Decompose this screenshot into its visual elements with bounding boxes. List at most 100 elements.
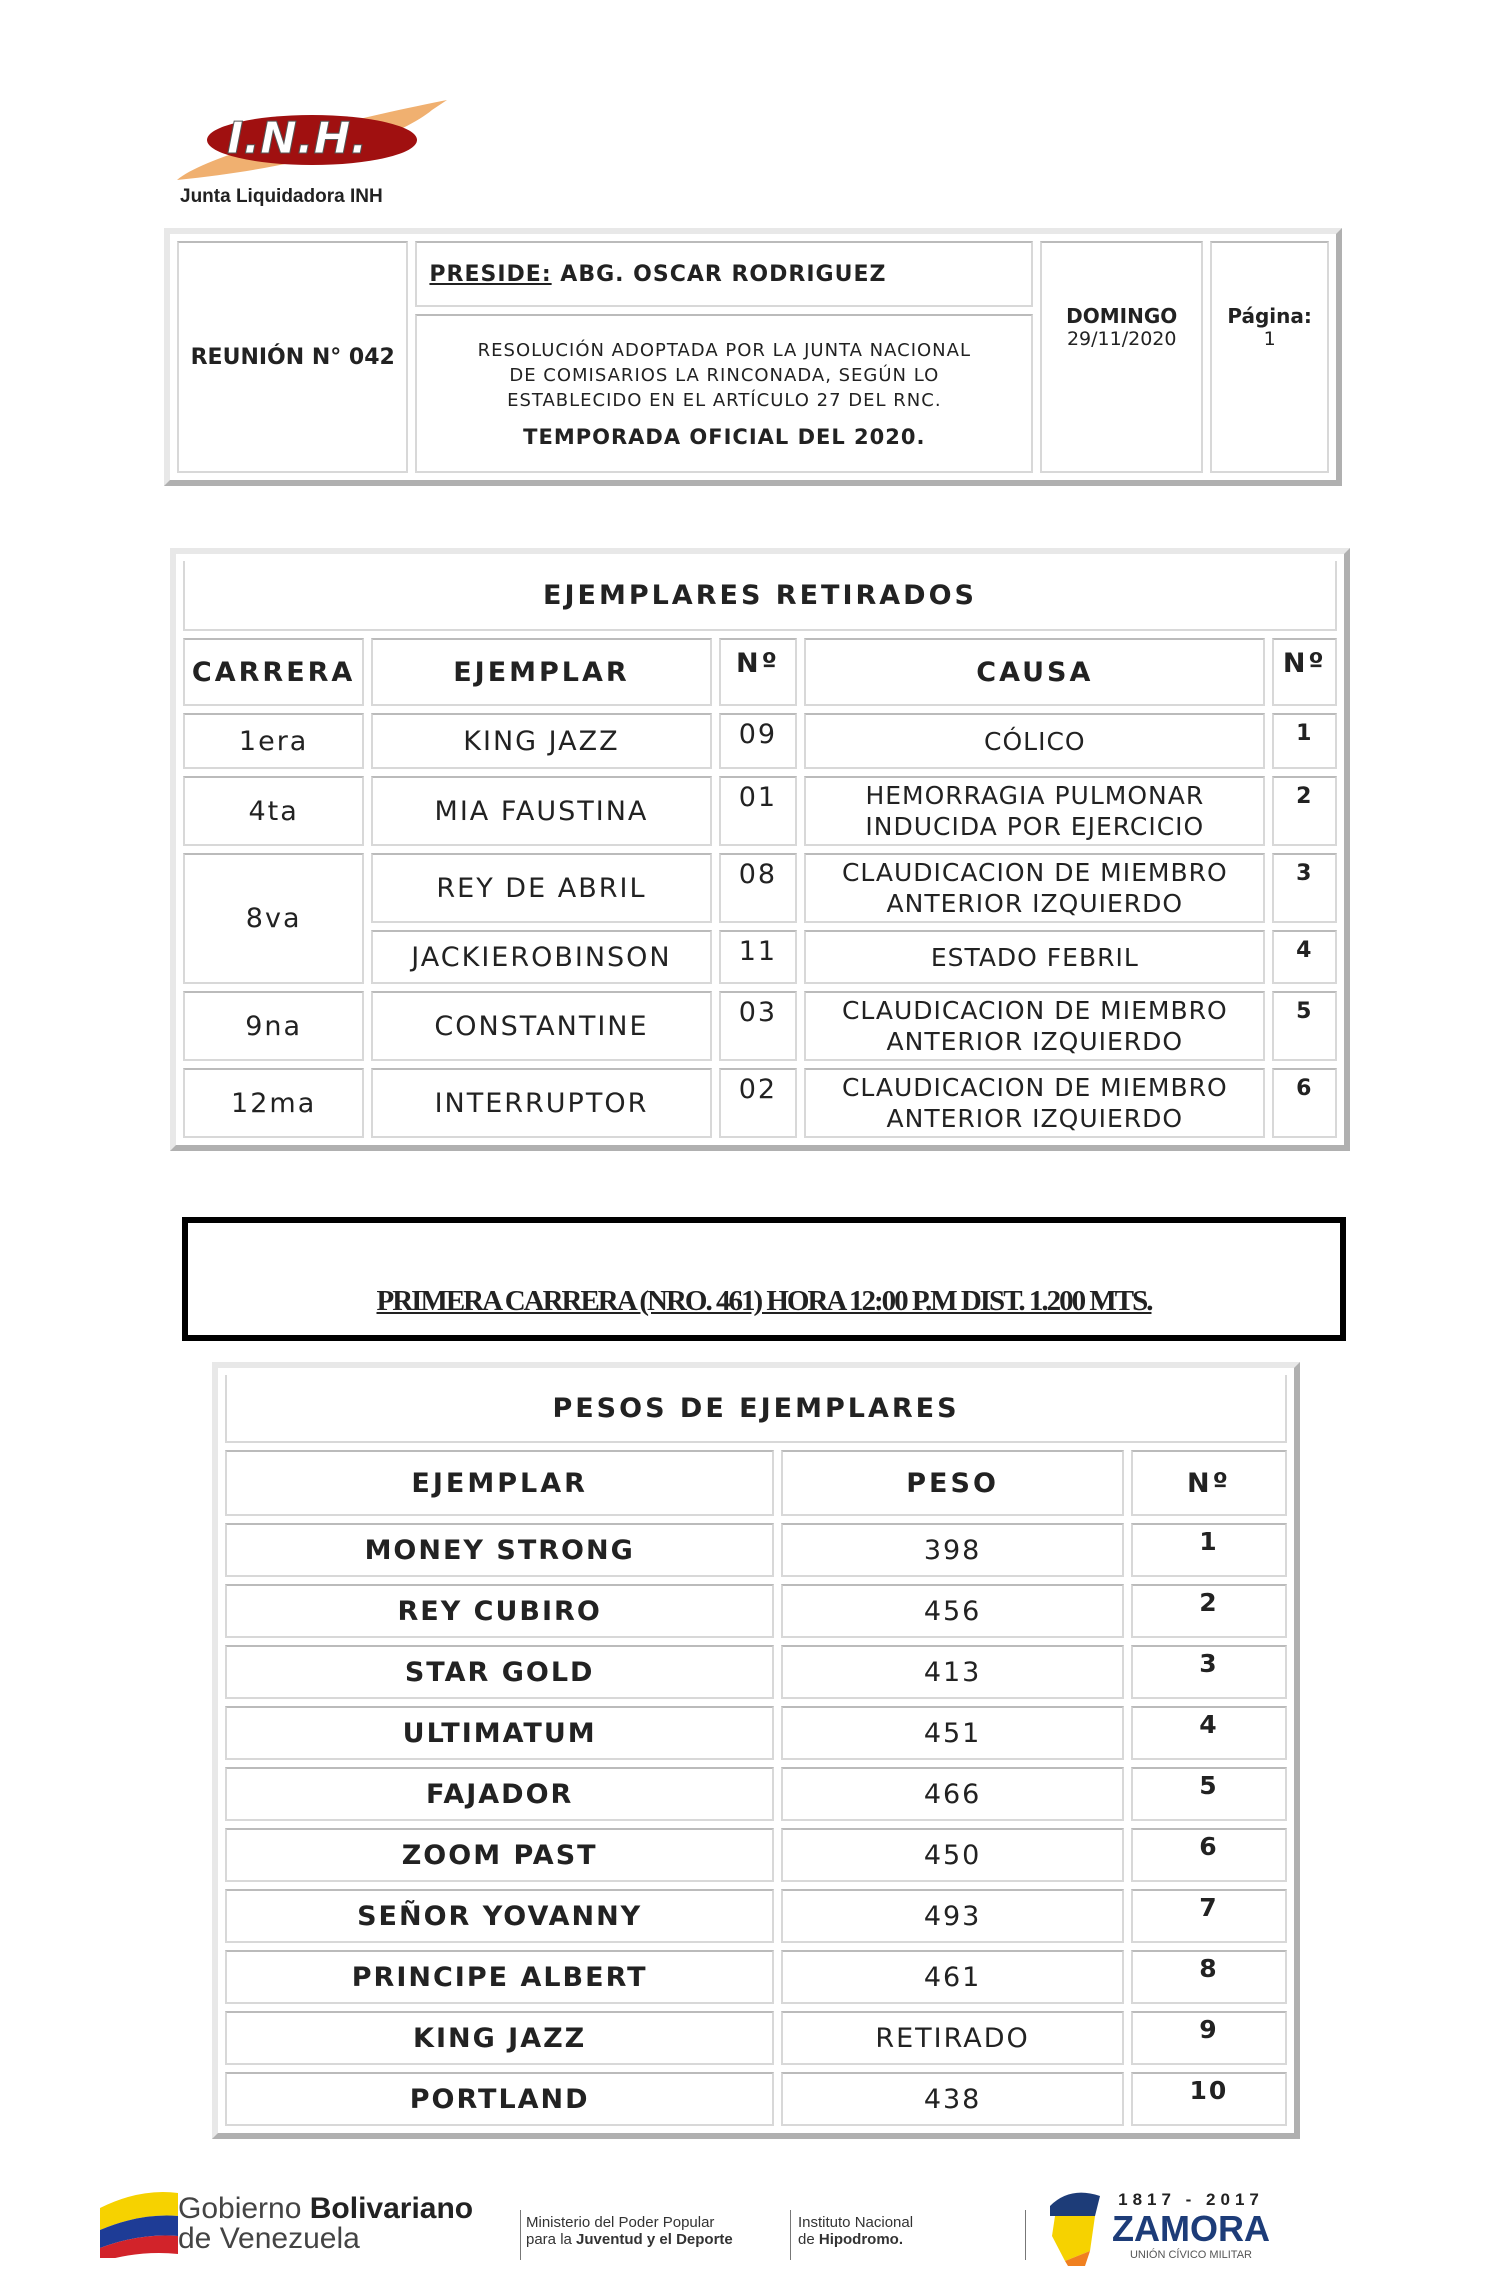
divider bbox=[520, 2210, 521, 2260]
org-name: Junta Liquidadora INH bbox=[180, 186, 383, 207]
day: DOMINGO bbox=[1066, 304, 1178, 328]
weights-title: PESOS DE EJEMPLARES bbox=[225, 1375, 1287, 1443]
zamora-text: ZAMORA bbox=[1112, 2208, 1270, 2249]
retired-title: EJEMPLARES RETIRADOS bbox=[183, 561, 1337, 631]
cause-cell: CLAUDICACION DE MIEMBRO ANTERIOR IZQUIERD… bbox=[804, 853, 1266, 923]
retired-row: 1era KING JAZZ 09 CÓLICO 1 bbox=[183, 713, 1337, 769]
weight-row: MONEY STRONG 398 1 bbox=[225, 1523, 1287, 1577]
horse-cell: CONSTANTINE bbox=[371, 991, 712, 1061]
horse-cell: PRINCIPE ALBERT bbox=[225, 1950, 775, 2004]
inst-text: Instituto Nacional bbox=[798, 2214, 914, 2231]
race-title-box: PRIMERA CARRERA (NRO. 461) HORA 12:00 P.… bbox=[182, 1217, 1346, 1341]
cause-line: INDUCIDA POR EJERCICIO bbox=[865, 812, 1205, 841]
cause-line: HEMORRAGIA PULMONAR bbox=[865, 781, 1205, 810]
season: TEMPORADA OFICIAL DEL 2020. bbox=[523, 424, 926, 449]
weight-row: FAJADOR 466 5 bbox=[225, 1767, 1287, 1821]
horse-cell: REY CUBIRO bbox=[225, 1584, 775, 1638]
index-cell: 3 bbox=[1272, 853, 1337, 923]
horse-cell: REY DE ABRIL bbox=[371, 853, 712, 923]
retired-row: 8va REY DE ABRIL 08 CLAUDICACION DE MIEMBRO… bbox=[183, 853, 1337, 984]
retired-table: EJEMPLARES RETIRADOS CARRERA EJEMPLAR Nº… bbox=[170, 548, 1350, 1151]
cause-line: ESTADO FEBRIL bbox=[930, 942, 1139, 972]
col-index: Nº bbox=[1272, 638, 1337, 706]
resolution: RESOLUCIÓN ADOPTADA POR LA JUNTA NACIONA… bbox=[415, 314, 1034, 473]
weight-row: PRINCIPE ALBERT 461 8 bbox=[225, 1950, 1287, 2004]
resolution-line: ESTABLECIDO EN EL ARTÍCULO 27 DEL RNC. bbox=[507, 389, 942, 411]
horse-cell: KING JAZZ bbox=[225, 2011, 775, 2065]
weight-cell: 461 bbox=[781, 1950, 1124, 2004]
preside-name: ABG. OSCAR RODRIGUEZ bbox=[551, 261, 887, 287]
horse-cell: FAJADOR bbox=[225, 1767, 775, 1821]
page-label: Página: bbox=[1227, 304, 1312, 328]
horse-cell: SEÑOR YOVANNY bbox=[225, 1889, 775, 1943]
weight-row: ULTIMATUM 451 4 bbox=[225, 1706, 1287, 1760]
date-cell: DOMINGO 29/11/2020 bbox=[1040, 241, 1204, 473]
inh-logo-graphic: I.N.H. bbox=[177, 100, 447, 180]
horse-cell: PORTLAND bbox=[225, 2072, 775, 2126]
col-causa: CAUSA bbox=[804, 638, 1266, 706]
weight-row: STAR GOLD 413 3 bbox=[225, 1645, 1287, 1699]
cause-line: ANTERIOR IZQUIERDO bbox=[886, 1104, 1184, 1133]
race-cell: 9na bbox=[183, 991, 365, 1061]
ministerio: Ministerio del Poder Popular para la Juv… bbox=[526, 2214, 733, 2248]
cause-line: CLAUDICACION DE MIEMBRO bbox=[841, 1073, 1228, 1102]
weight-cell: 413 bbox=[781, 1645, 1124, 1699]
number-cell: 7 bbox=[1130, 1889, 1287, 1943]
inst-text: de bbox=[798, 2231, 819, 2248]
col-ejemplar: EJEMPLAR bbox=[371, 638, 712, 706]
weight-cell: 493 bbox=[781, 1889, 1124, 1943]
number-cell: 5 bbox=[1130, 1767, 1287, 1821]
col-no: Nº bbox=[1130, 1450, 1287, 1516]
weight-cell: 438 bbox=[781, 2072, 1124, 2126]
page-number: 1 bbox=[1263, 328, 1276, 350]
preside-label: PRESIDE: bbox=[429, 261, 552, 287]
gob-text: Gobierno bbox=[178, 2192, 310, 2225]
number-cell: 09 bbox=[718, 713, 798, 769]
race-cell: 12ma bbox=[183, 1068, 365, 1138]
number-cell: 2 bbox=[1130, 1584, 1287, 1638]
date: 29/11/2020 bbox=[1066, 328, 1177, 350]
weight-row: ZOOM PAST 450 6 bbox=[225, 1828, 1287, 1882]
zamora-portrait-icon bbox=[1050, 2192, 1100, 2266]
index-cell: 5 bbox=[1272, 991, 1337, 1061]
index-cell: 4 bbox=[1272, 930, 1337, 984]
cause-line: ANTERIOR IZQUIERDO bbox=[886, 889, 1184, 918]
number-cell: 01 bbox=[718, 776, 798, 846]
race-title: PRIMERA CARRERA (NRO. 461) HORA 12:00 P.… bbox=[376, 1285, 1154, 1317]
resolution-line: DE COMISARIOS LA RINCONADA, SEGÚN LO bbox=[509, 364, 940, 386]
gob-text-bold: Bolivariano bbox=[309, 2192, 474, 2225]
page-cell: Página: 1 bbox=[1210, 241, 1329, 473]
number-cell: 8 bbox=[1130, 1950, 1287, 2004]
cause-line: ANTERIOR IZQUIERDO bbox=[886, 1027, 1184, 1056]
gobierno-bolivariano: Gobierno Bolivariano de Venezuela bbox=[178, 2194, 473, 2254]
number-cell: 1 bbox=[1130, 1523, 1287, 1577]
col-ejemplar: EJEMPLAR bbox=[225, 1450, 775, 1516]
race-cell: 8va bbox=[183, 853, 365, 984]
retired-row: 4ta MIA FAUSTINA 01 HEMORRAGIA PULMONAR INDU… bbox=[183, 776, 1337, 846]
index-cell: 6 bbox=[1272, 1068, 1337, 1138]
weight-row: KING JAZZ RETIRADO 9 bbox=[225, 2011, 1287, 2065]
zamora-logo: 1817 - 2017 ZAMORA UNIÓN CÍVICO MILITAR bbox=[1112, 2190, 1270, 2262]
cause-cell: HEMORRAGIA PULMONAR INDUCIDA POR EJERCICI… bbox=[804, 776, 1266, 846]
inst-text-bold: Hipodromo. bbox=[818, 2231, 904, 2248]
reunion-number: REUNIÓN N° 042 bbox=[177, 241, 409, 473]
number-cell: 9 bbox=[1130, 2011, 1287, 2065]
weight-row: PORTLAND 438 10 bbox=[225, 2072, 1287, 2126]
gob-text: de Venezuela bbox=[178, 2222, 360, 2255]
retired-row: JACKIEROBINSON 11 ESTADO FEBRIL 4 bbox=[183, 930, 1337, 984]
number-cell: 02 bbox=[718, 1068, 798, 1138]
cause-cell: CLAUDICACION DE MIEMBRO ANTERIOR IZQUIERD… bbox=[804, 991, 1266, 1061]
horse-cell: JACKIEROBINSON bbox=[371, 930, 712, 984]
weight-cell: 451 bbox=[781, 1706, 1124, 1760]
svg-text:I.N.H.: I.N.H. bbox=[227, 113, 367, 164]
retired-row: 9na CONSTANTINE 03 CLAUDICACION DE MIEMBRO A… bbox=[183, 991, 1337, 1061]
cause-line: CÓLICO bbox=[984, 726, 1086, 756]
race-cell: 4ta bbox=[183, 776, 365, 846]
retired-row: 12ma INTERRUPTOR 02 CLAUDICACION DE MIEMBRO… bbox=[183, 1068, 1337, 1138]
number-cell: 08 bbox=[718, 853, 798, 923]
weight-cell: 450 bbox=[781, 1828, 1124, 1882]
preside: PRESIDE: ABG. OSCAR RODRIGUEZ bbox=[415, 241, 1034, 307]
footer-logos: Gobierno Bolivariano de Venezuela Minist… bbox=[0, 2170, 1500, 2270]
min-text-bold: Juventud y el Deporte bbox=[576, 2231, 733, 2248]
horse-cell: ULTIMATUM bbox=[225, 1706, 775, 1760]
